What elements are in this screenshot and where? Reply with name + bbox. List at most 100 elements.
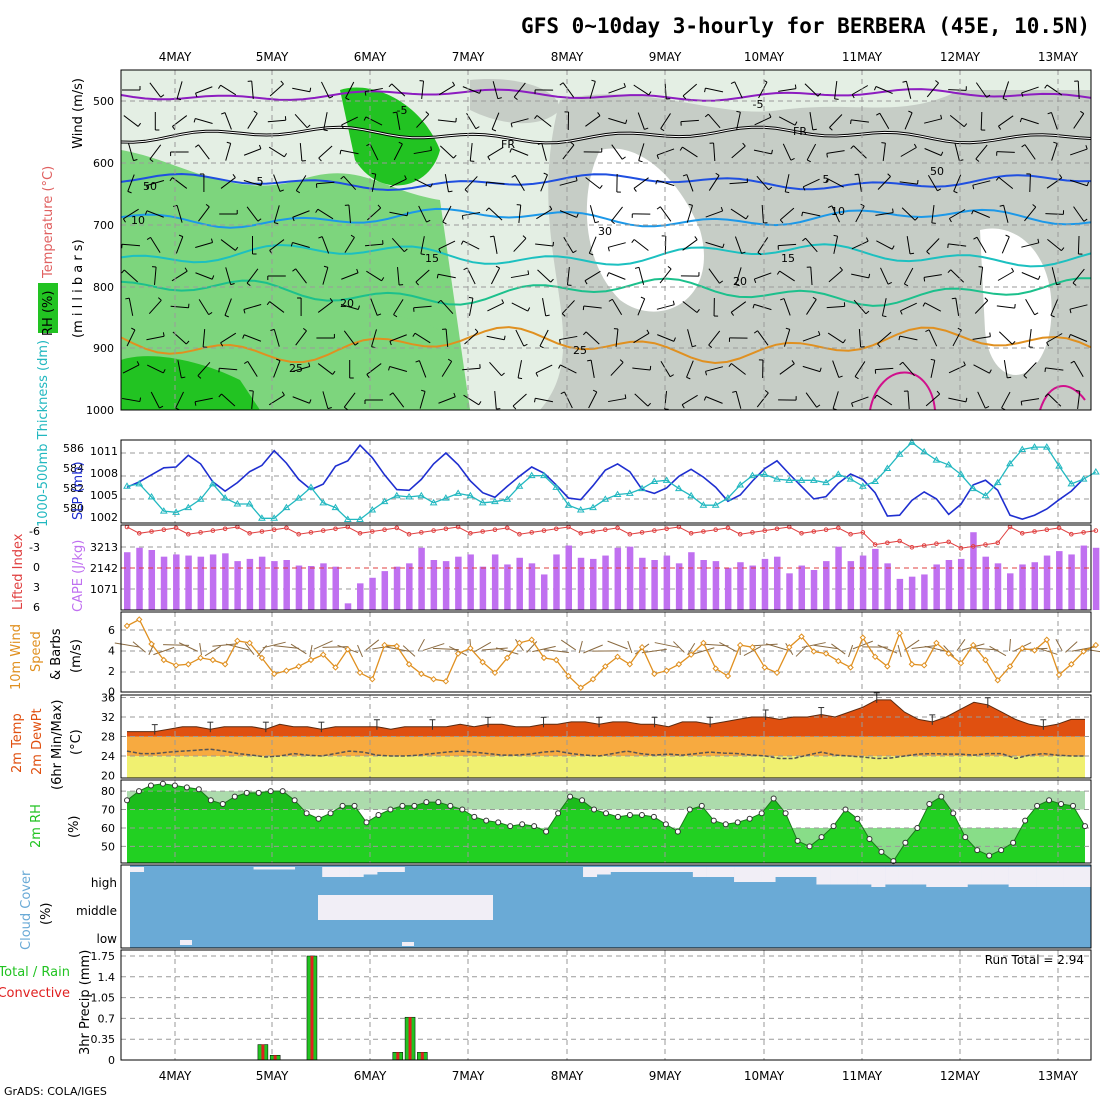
wind-barb-flag <box>184 267 188 272</box>
wind-barb-flag <box>599 185 603 189</box>
wind-barb-flag <box>638 160 643 163</box>
wind10m-tick: 0 <box>108 686 115 699</box>
isotherm-label: 50 <box>930 165 944 178</box>
wind-barb-flag <box>576 213 579 218</box>
wind-barb <box>633 239 649 251</box>
wind10m-point <box>221 661 229 668</box>
cape-bar <box>258 556 266 610</box>
wind-barb <box>1046 177 1063 189</box>
wind10m-point <box>356 669 364 677</box>
lifted-index-series <box>124 524 1099 551</box>
rh2m-point <box>267 788 274 795</box>
rh2m-point <box>938 793 945 800</box>
rh2m-point <box>950 810 957 817</box>
wind-barb-flag <box>442 221 447 225</box>
wind-barb <box>879 112 890 130</box>
wind10m-point <box>430 675 437 683</box>
cape-bar <box>688 552 695 610</box>
wind-barb <box>146 335 165 341</box>
wind-barb <box>977 391 986 409</box>
wind-barb <box>906 236 911 254</box>
wind-barb <box>682 239 698 251</box>
wind-barb-flag <box>136 361 140 366</box>
wind-barb <box>826 305 845 309</box>
rh2m-point <box>303 810 310 817</box>
wind-barb-flag <box>791 360 795 365</box>
wind-barb <box>827 178 844 188</box>
wind-barb <box>980 111 983 131</box>
wind-barb-flag <box>865 310 870 315</box>
cape-bar <box>994 563 1002 610</box>
wind-barb <box>462 86 480 94</box>
wind-barb-flag <box>246 282 251 287</box>
wind-barb <box>561 300 575 314</box>
wind-barb <box>954 143 960 161</box>
wind-barb-flag <box>1069 309 1072 314</box>
cloud-high-gap <box>885 867 900 885</box>
rh2m-point <box>854 815 861 822</box>
wind-barb <box>779 270 795 282</box>
wind-barb <box>834 81 838 99</box>
wind-barb-flag <box>224 314 229 318</box>
wind-barb-flag <box>1068 334 1071 339</box>
rh2m-point <box>471 813 478 820</box>
isotherm <box>120 88 1092 102</box>
wind-barb <box>832 360 840 378</box>
wind-barb <box>154 266 157 286</box>
wind-barb-flag <box>561 313 566 317</box>
rh2m-series <box>124 780 1088 865</box>
wind-barb <box>1051 143 1058 161</box>
rh2m-point <box>507 823 514 830</box>
wind-barb <box>292 366 310 372</box>
slp-ticks: 586 584 582 580 1011 1008 1005 1002 <box>63 442 118 524</box>
temp-tick: 36 <box>101 691 115 704</box>
wind-barb <box>268 146 285 158</box>
wind10m-point <box>172 662 180 669</box>
temp-series <box>126 692 1085 760</box>
wind-barb-flag <box>195 93 198 98</box>
cape-bar <box>369 577 376 610</box>
cape-bar <box>872 548 879 610</box>
wind-barb <box>589 205 596 223</box>
cape-bar <box>614 547 622 610</box>
cape-tick: 1071 <box>90 583 118 596</box>
pressure-tick: 1000 <box>86 404 114 417</box>
wind-barb <box>664 80 667 100</box>
wind-barb <box>397 266 400 286</box>
wind-barb-flag <box>582 331 587 336</box>
wind-barb <box>734 236 743 254</box>
wind-barb <box>784 174 790 192</box>
wind-barb-flag <box>607 247 610 252</box>
wind-barb-flag <box>874 394 878 399</box>
wind10m-barb <box>852 640 873 650</box>
rh2m-point <box>926 800 933 807</box>
wind-barb-flag <box>728 363 732 367</box>
wind-barb-flag <box>965 397 968 402</box>
thickness-point <box>1079 475 1088 482</box>
rh-region <box>980 228 1052 375</box>
rh-shading <box>121 70 1091 440</box>
wind-barb <box>517 360 523 378</box>
date-label-top: 12MAY <box>940 50 981 64</box>
wind10m-point <box>651 670 658 678</box>
wind-barb <box>832 391 839 409</box>
wind-barb-flag <box>309 399 312 404</box>
wind-frame <box>120 611 1092 693</box>
wind-barb <box>541 143 547 161</box>
thickness-point <box>662 476 671 483</box>
wind-barb <box>805 392 818 408</box>
wind10m-barb <box>813 644 839 650</box>
wind-barb <box>149 144 162 160</box>
wind-barb <box>708 268 720 284</box>
wind-barb <box>682 301 698 313</box>
cloud-high-gap <box>1049 867 1064 887</box>
rh2m-point <box>1022 817 1029 824</box>
isotherm-label: FR <box>501 138 515 151</box>
wind-barb-flag <box>794 121 798 126</box>
wind-barb-flag <box>985 405 990 409</box>
cape-bar <box>553 554 560 610</box>
wind-barb <box>393 299 404 315</box>
ylabel-temp-3: (6hr Min/Max) <box>50 700 65 790</box>
wind10m-point <box>847 664 854 671</box>
li-tick: 0 <box>33 561 40 574</box>
